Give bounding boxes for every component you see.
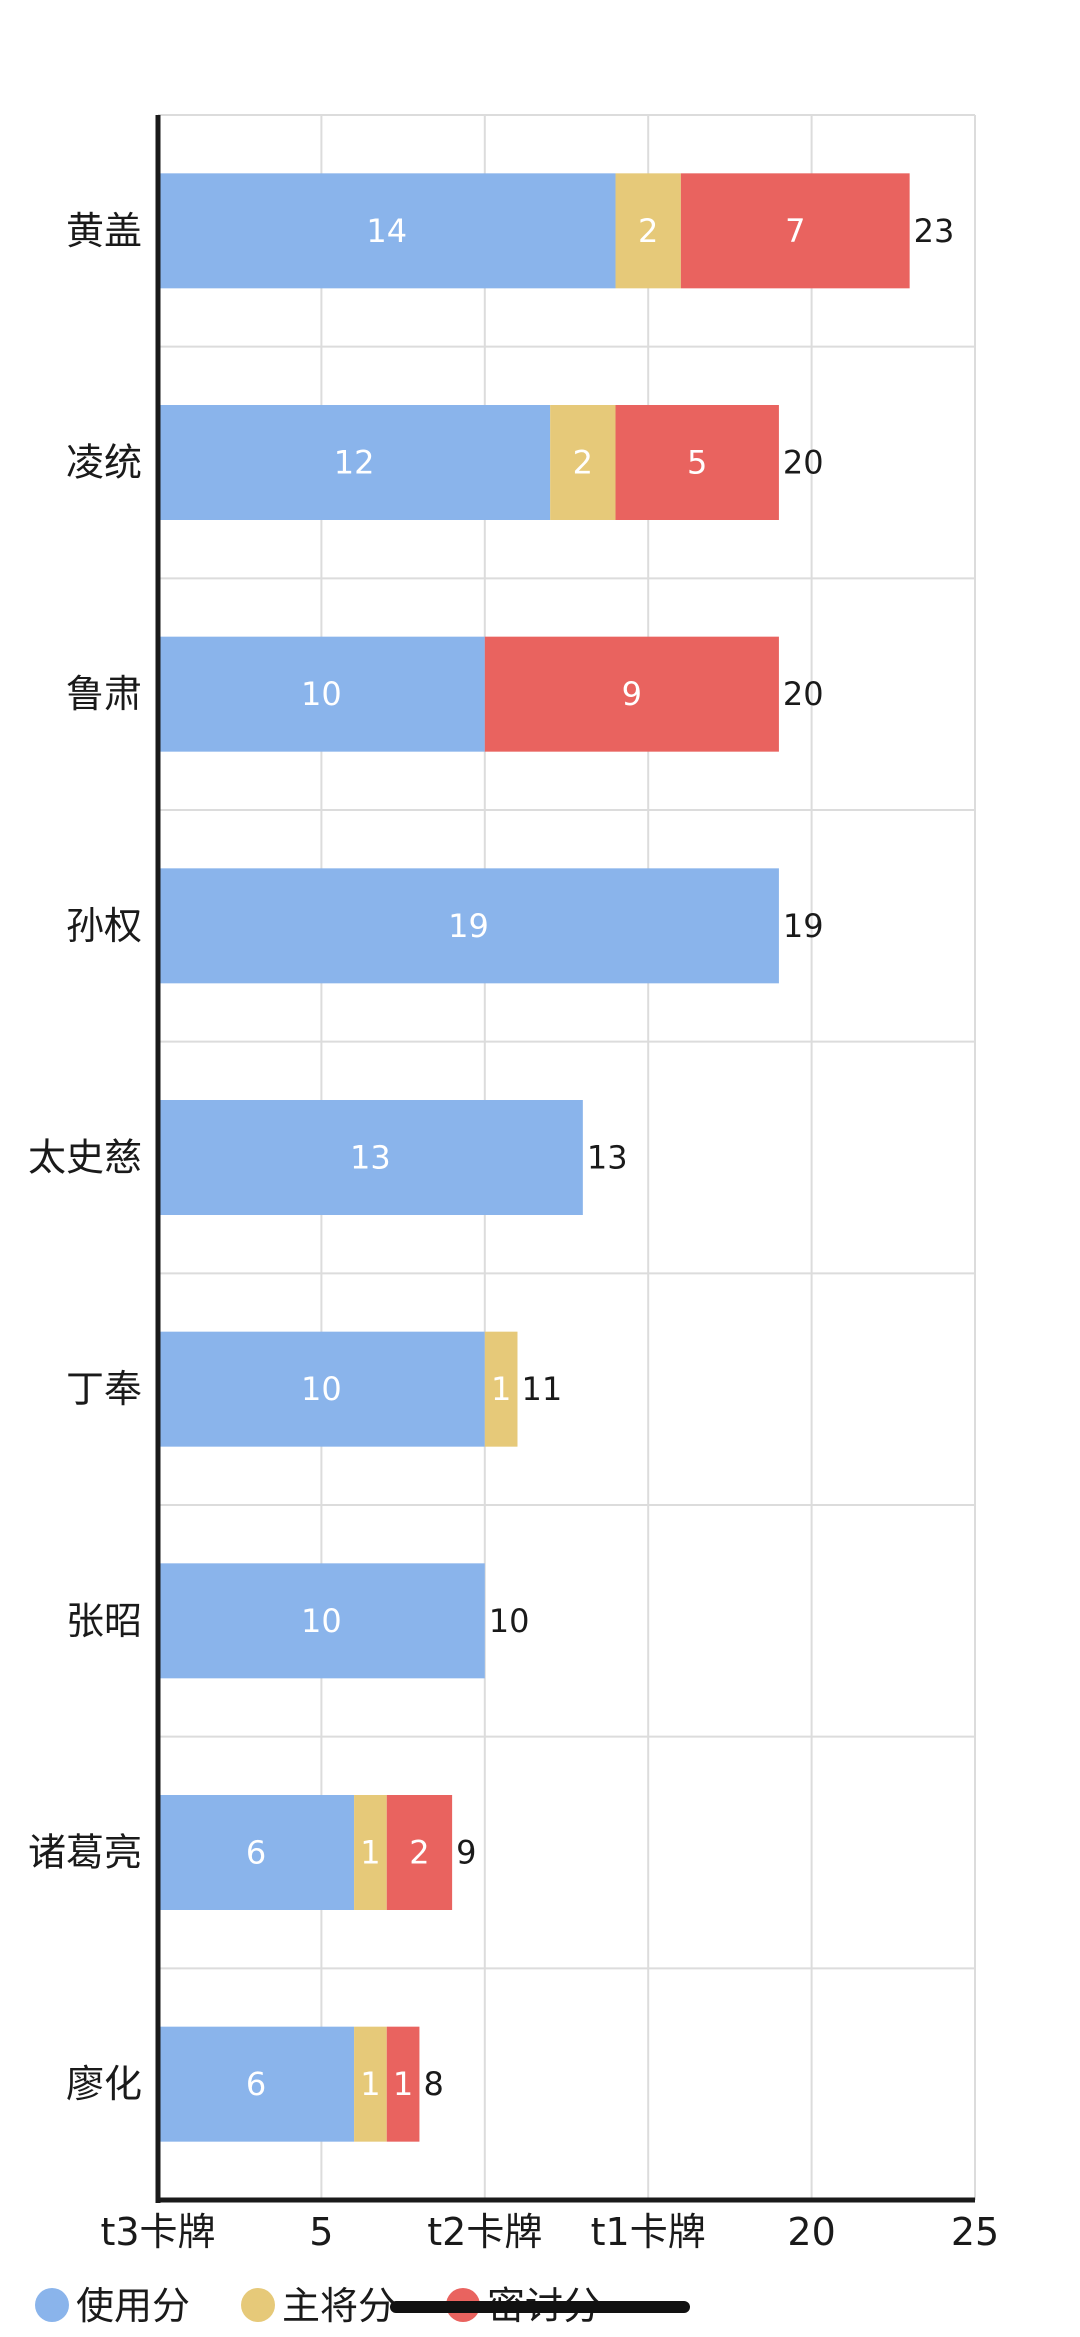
segment-value-label: 1 [360,1834,380,1872]
segment-value-label: 1 [393,2065,413,2103]
segment-value-label: 2 [638,212,658,250]
bar-segment [386,1795,453,1910]
bar-segment [158,1100,583,1215]
category-label: 诸葛亮 [28,1831,142,1875]
home-indicator[interactable] [390,2301,690,2313]
x-tick-label: t2卡牌 [427,2210,542,2254]
bar-segment [354,1795,387,1910]
category-label: 凌统 [66,441,142,485]
segment-value-label: 10 [301,675,342,713]
x-tick-label: 25 [951,2210,999,2254]
bar-segment [158,636,485,752]
x-tick-label: t3卡牌 [100,2210,215,2254]
bar-segment [158,1331,485,1447]
bar-segment [680,173,910,289]
legend-swatch [241,2288,275,2322]
total-value-label: 13 [587,1139,628,1177]
legend-label: 主将分 [282,2284,396,2328]
bar-segment [158,405,551,520]
bar-segment [158,2026,355,2142]
total-value-label: 20 [783,675,824,713]
total-value-label: 8 [423,2065,443,2103]
segment-value-label: 6 [246,2065,266,2103]
category-label: 鲁肃 [66,672,142,716]
segment-value-label: 2 [409,1834,429,1872]
legend-swatch [35,2288,69,2322]
bar-segment [158,1563,485,1679]
segment-value-label: 19 [448,907,489,945]
total-value-label: 9 [456,1834,476,1872]
category-label: 廖化 [66,2062,142,2106]
x-tick-label: 5 [309,2210,333,2254]
category-label: 黄盖 [66,209,142,253]
x-tick-labels: t3卡牌 5 t2卡牌 t1卡牌 20 25 [100,2210,999,2254]
bar-segment [386,2026,420,2142]
segment-value-label: 1 [491,1370,511,1408]
axes [155,115,975,2203]
segment-value-label: 5 [687,444,707,482]
bar-segment [615,173,681,289]
total-value-label: 10 [489,1602,530,1640]
segment-value-label: 6 [246,1834,266,1872]
segment-value-label: 12 [334,444,375,482]
bar-segment [158,173,616,289]
bar-segment [550,405,616,520]
bar-segment [615,405,779,520]
category-label: 太史慈 [28,1136,142,1180]
segment-value-label: 2 [573,444,593,482]
bar-segment [484,636,779,752]
total-value-label: 20 [783,444,824,482]
segment-value-label: 9 [622,675,642,713]
bar-segment [158,868,779,984]
x-tick-label: t1卡牌 [591,2210,706,2254]
segment-value-label: 10 [301,1370,342,1408]
x-tick-label: 20 [787,2210,835,2254]
bar-segment [484,1331,518,1447]
legend-label: 使用分 [76,2284,190,2328]
segment-value-label: 13 [350,1139,391,1177]
bar-segment [158,1795,355,1910]
bar-segment [354,2026,387,2142]
segment-value-label: 10 [301,1602,342,1640]
category-label: 张昭 [66,1599,142,1643]
segment-value-label: 14 [366,212,407,250]
total-value-label: 11 [521,1370,562,1408]
segment-value-label: 7 [785,212,805,250]
segment-value-label: 1 [360,2065,380,2103]
total-value-label: 23 [914,212,955,250]
category-label: 丁奉 [66,1367,142,1411]
category-label: 孙权 [66,904,142,948]
total-value-label: 19 [783,907,824,945]
